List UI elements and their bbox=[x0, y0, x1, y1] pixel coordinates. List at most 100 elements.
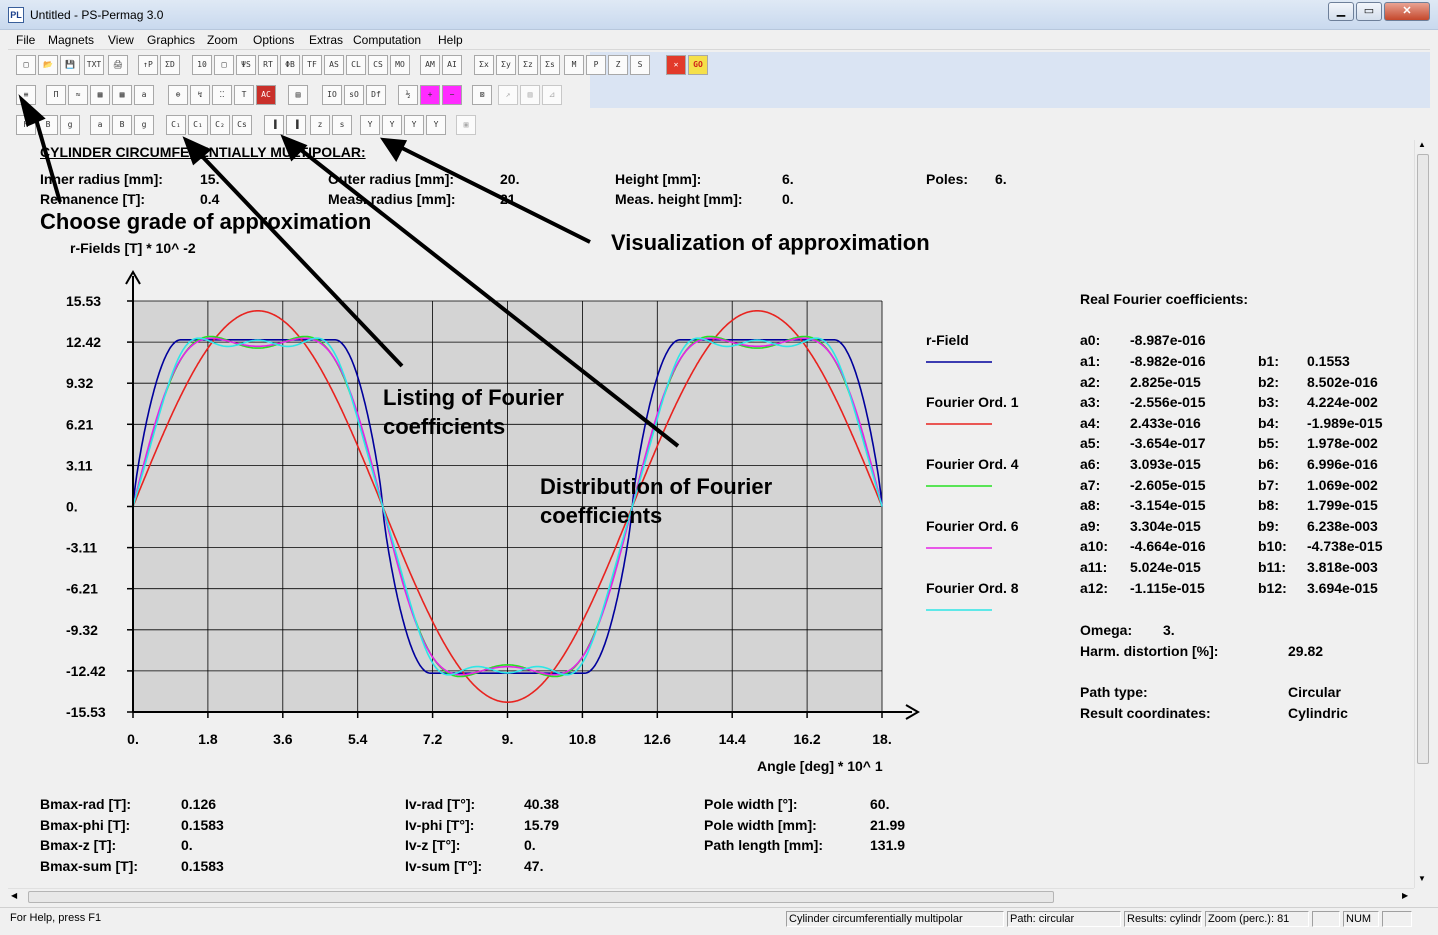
menu-magnets[interactable]: Magnets bbox=[48, 33, 95, 47]
menu-computation[interactable]: Computation bbox=[353, 33, 422, 47]
horizontal-scroll-thumb[interactable] bbox=[28, 891, 1054, 903]
toolbar2-button-13[interactable]: sO bbox=[344, 85, 364, 105]
toolbar3-button-14[interactable]: Y bbox=[360, 115, 380, 135]
toolbar1-button-9[interactable]: ΨS bbox=[236, 55, 256, 75]
toolbar3-button-0[interactable]: H bbox=[16, 115, 36, 135]
vertical-scroll-thumb[interactable] bbox=[1417, 154, 1429, 764]
toolbar3-button-13[interactable]: s bbox=[332, 115, 352, 135]
toolbar2-button-15[interactable]: ½ bbox=[398, 85, 418, 105]
toolbar1-button-2[interactable]: 💾 bbox=[60, 55, 80, 75]
toolbar1-button-13[interactable]: AS bbox=[324, 55, 344, 75]
toolbar1-button-7[interactable]: 10 bbox=[192, 55, 212, 75]
toolbar1-button-14[interactable]: CL bbox=[346, 55, 366, 75]
toolbar3-button-5[interactable]: g bbox=[134, 115, 154, 135]
toolbar3-button-4[interactable]: B bbox=[112, 115, 132, 135]
outer-radius-value: 20. bbox=[500, 171, 520, 187]
omega-label: Omega: bbox=[1080, 622, 1133, 638]
remanence-label: Remanence [T]: bbox=[40, 191, 146, 207]
toolbar1-button-0[interactable]: □ bbox=[16, 55, 36, 75]
toolbar3-button-7[interactable]: C₁ bbox=[188, 115, 208, 135]
toolbar3-button-1[interactable]: B bbox=[38, 115, 58, 135]
toolbar1-button-4[interactable]: 🖨 bbox=[108, 55, 128, 75]
horizontal-scrollbar[interactable]: ◀ ▶ bbox=[8, 888, 1414, 905]
toolbar3-button-8[interactable]: C₂ bbox=[210, 115, 230, 135]
toolbar3-button-16[interactable]: Y bbox=[404, 115, 424, 135]
toolbar1-button-27[interactable]: ✕ bbox=[666, 55, 686, 75]
menu-zoom[interactable]: Zoom bbox=[207, 33, 238, 47]
menu-graphics[interactable]: Graphics bbox=[147, 33, 196, 47]
toolbar2-button-5[interactable]: a bbox=[134, 85, 154, 105]
toolbar1-button-18[interactable]: AI bbox=[442, 55, 462, 75]
toolbar2-button-8[interactable]: ⁚⁚ bbox=[212, 85, 232, 105]
toolbar3-button-12[interactable]: z bbox=[310, 115, 330, 135]
toolbar1-button-8[interactable]: □ bbox=[214, 55, 234, 75]
scroll-up-icon[interactable]: ▲ bbox=[1418, 140, 1426, 149]
scroll-down-icon[interactable]: ▼ bbox=[1418, 874, 1426, 883]
menu-view[interactable]: View bbox=[108, 33, 134, 47]
minimize-button[interactable]: ▁ bbox=[1328, 2, 1354, 21]
fourier-a0-label: a0: bbox=[1080, 332, 1101, 348]
toolbar2-button-18[interactable]: ⊠ bbox=[472, 85, 492, 105]
scroll-right-icon[interactable]: ▶ bbox=[1402, 891, 1409, 900]
toolbar2-button-14[interactable]: Df bbox=[366, 85, 386, 105]
toolbar2-button-2[interactable]: ≈ bbox=[68, 85, 88, 105]
toolbar2-button-1[interactable]: Π bbox=[46, 85, 66, 105]
toolbar1-button-21[interactable]: Σz bbox=[518, 55, 538, 75]
menu-options[interactable]: Options bbox=[253, 33, 295, 47]
toolbar1-button-16[interactable]: MO bbox=[390, 55, 410, 75]
toolbar1-button-20[interactable]: Σy bbox=[496, 55, 516, 75]
toolbar2-button-17[interactable]: − bbox=[442, 85, 462, 105]
toolbar2-button-4[interactable]: ▦ bbox=[112, 85, 132, 105]
toolbar1-button-6[interactable]: ΣD bbox=[160, 55, 180, 75]
toolbar1-button-3[interactable]: TXT bbox=[84, 55, 104, 75]
toolbar1-button-26[interactable]: S bbox=[630, 55, 650, 75]
toolbar1-button-23[interactable]: M bbox=[564, 55, 584, 75]
toolbar3-button-18[interactable]: ▣ bbox=[456, 115, 476, 135]
toolbar2-button-11[interactable]: ▤ bbox=[288, 85, 308, 105]
status-extra bbox=[1382, 911, 1412, 927]
toolbar3-button-9[interactable]: Cs bbox=[232, 115, 252, 135]
toolbar3-button-6[interactable]: C₁ bbox=[166, 115, 186, 135]
toolbar1-button-28[interactable]: GO bbox=[688, 55, 708, 75]
menu-help[interactable]: Help bbox=[438, 33, 463, 47]
menu-file[interactable]: File bbox=[16, 33, 36, 47]
vertical-scrollbar[interactable]: ▲ ▼ bbox=[1414, 140, 1430, 888]
toolbar1-button-5[interactable]: ↑P bbox=[138, 55, 158, 75]
toolbar1-button-15[interactable]: CS bbox=[368, 55, 388, 75]
toolbar2-button-20[interactable]: ▥ bbox=[520, 85, 540, 105]
toolbar2-button-12[interactable]: IO bbox=[322, 85, 342, 105]
toolbar1-button-25[interactable]: Z bbox=[608, 55, 628, 75]
toolbar2-button-6[interactable]: ⊕ bbox=[168, 85, 188, 105]
toolbar2-button-7[interactable]: ↯ bbox=[190, 85, 210, 105]
toolbar2-button-16[interactable]: + bbox=[420, 85, 440, 105]
toolbar3-button-11[interactable]: ▐ bbox=[286, 115, 306, 135]
toolbar2-button-19[interactable]: ↗ bbox=[498, 85, 518, 105]
bmax-sum-value: 0.1583 bbox=[181, 858, 224, 874]
toolbar3-button-10[interactable]: ▐ bbox=[264, 115, 284, 135]
toolbar2-button-10[interactable]: AC bbox=[256, 85, 276, 105]
toolbar1-button-19[interactable]: Σx bbox=[474, 55, 494, 75]
fourier-bl-11: b11: bbox=[1258, 559, 1287, 575]
toolbar3-button-17[interactable]: Y bbox=[426, 115, 446, 135]
toolbar3-button-2[interactable]: g bbox=[60, 115, 80, 135]
toolbar1-button-24[interactable]: P bbox=[586, 55, 606, 75]
toolbar1-button-12[interactable]: TF bbox=[302, 55, 322, 75]
toolbar1-button-22[interactable]: Σs bbox=[540, 55, 560, 75]
fourier-b-4: -1.989e-015 bbox=[1307, 414, 1383, 431]
toolbar1-button-11[interactable]: ΦB bbox=[280, 55, 300, 75]
maximize-button[interactable]: ▭ bbox=[1356, 2, 1382, 21]
fourier-al-2: a2: bbox=[1080, 373, 1101, 390]
toolbar2-button-21[interactable]: ⊿ bbox=[542, 85, 562, 105]
scroll-left-icon[interactable]: ◀ bbox=[11, 891, 18, 900]
close-button[interactable]: ✕ bbox=[1384, 2, 1430, 21]
fourier-b-7: 1.069e-002 bbox=[1307, 476, 1378, 493]
toolbar2-button-3[interactable]: ▦ bbox=[90, 85, 110, 105]
toolbar3-button-15[interactable]: Y bbox=[382, 115, 402, 135]
toolbar1-button-10[interactable]: RT bbox=[258, 55, 278, 75]
toolbar1-button-1[interactable]: 📂 bbox=[38, 55, 58, 75]
menu-extras[interactable]: Extras bbox=[309, 33, 344, 47]
toolbar2-button-0[interactable]: ≡ bbox=[16, 85, 36, 105]
toolbar3-button-3[interactable]: a bbox=[90, 115, 110, 135]
toolbar1-button-17[interactable]: AM bbox=[420, 55, 440, 75]
toolbar2-button-9[interactable]: T bbox=[234, 85, 254, 105]
